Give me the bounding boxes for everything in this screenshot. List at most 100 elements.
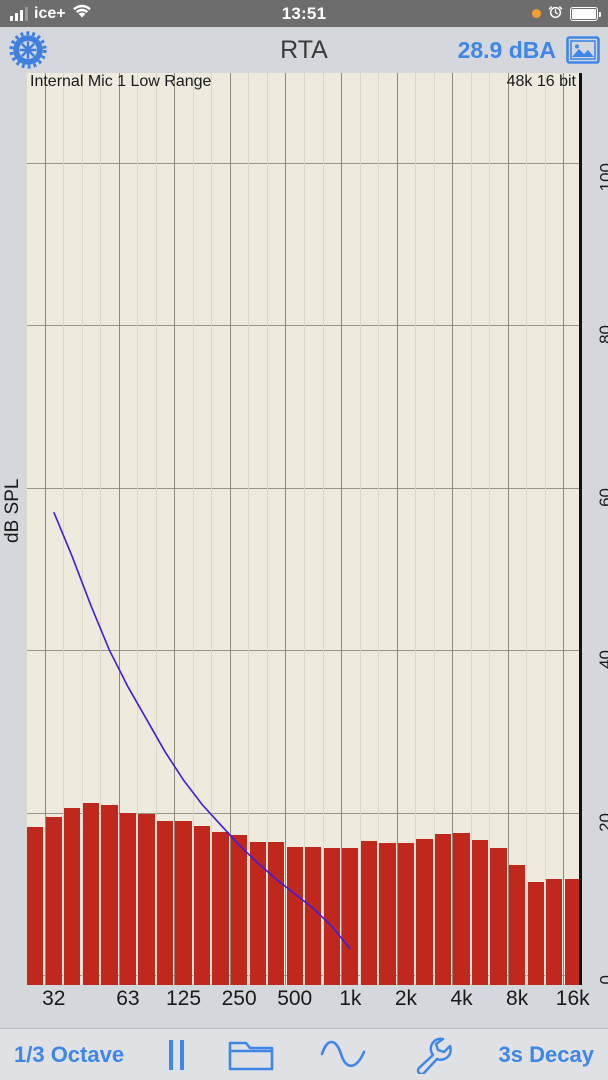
rta-chart[interactable]: Internal Mic 1 Low Range 48k 16 bit Hear… bbox=[26, 73, 582, 985]
gridline-vertical bbox=[26, 73, 27, 985]
wrench-icon[interactable] bbox=[412, 1036, 454, 1074]
gridline-vertical bbox=[266, 73, 268, 985]
wifi-icon bbox=[72, 4, 92, 24]
gridline-vertical bbox=[396, 73, 398, 985]
gridline-vertical bbox=[378, 73, 380, 985]
gridline-vertical bbox=[137, 73, 139, 985]
decay-mode-button[interactable]: 3s Decay bbox=[498, 1041, 594, 1067]
spectrum-bar bbox=[360, 841, 378, 985]
spectrum-bar bbox=[156, 820, 174, 985]
spectrum-bars bbox=[26, 73, 579, 985]
gridline-vertical bbox=[489, 73, 491, 985]
spectrum-bar bbox=[379, 843, 396, 985]
gridline-vertical bbox=[341, 73, 343, 985]
audio-format-label: 48k 16 bit bbox=[506, 73, 576, 90]
gridline-vertical bbox=[192, 73, 194, 985]
navigation-bar: RTA 28.9 dBA bbox=[0, 27, 608, 73]
folder-icon[interactable] bbox=[228, 1038, 274, 1072]
gridline-vertical bbox=[248, 73, 250, 985]
gridline-horizontal bbox=[26, 812, 579, 814]
spectrum-bar bbox=[64, 807, 81, 985]
spectrum-bar bbox=[527, 881, 544, 985]
gridline-vertical bbox=[415, 73, 417, 985]
x-axis-tick-label: 32 bbox=[42, 987, 66, 1010]
octave-mode-button[interactable]: 1/3 Octave bbox=[14, 1041, 125, 1067]
gridline-vertical bbox=[304, 73, 305, 985]
pause-icon[interactable] bbox=[168, 1039, 184, 1070]
gridline-vertical bbox=[229, 73, 231, 985]
spectrum-bar bbox=[268, 841, 285, 985]
gridline-vertical bbox=[544, 73, 546, 985]
cellular-bars-icon bbox=[10, 6, 28, 21]
y-axis-tick-label: 20 bbox=[596, 812, 608, 832]
gridline-vertical bbox=[100, 73, 102, 985]
spectrum-bar bbox=[212, 832, 229, 985]
rta-plot-area: dB SPL Internal Mic 1 Low Range 48k 16 b… bbox=[0, 73, 608, 985]
gridline-vertical bbox=[470, 73, 472, 985]
spectrum-bar bbox=[416, 838, 433, 985]
spectrum-bar bbox=[546, 879, 563, 985]
hearing-threshold-curve bbox=[53, 511, 351, 950]
x-axis-tick-label: 8k bbox=[506, 987, 529, 1010]
mic-source-label: Internal Mic 1 Low Range bbox=[30, 73, 212, 90]
gridline-vertical bbox=[322, 73, 324, 985]
spectrum-bar bbox=[508, 865, 526, 985]
x-axis-tick-label: 500 bbox=[277, 987, 313, 1010]
y-axis-tick-label: 100 bbox=[596, 163, 608, 192]
recording-indicator-icon bbox=[532, 9, 541, 18]
clock-label: 13:51 bbox=[281, 3, 327, 23]
spectrum-bar bbox=[45, 817, 62, 985]
alarm-clock-icon bbox=[548, 4, 563, 24]
gridline-vertical bbox=[155, 73, 157, 985]
y-axis-tick-label: 60 bbox=[596, 487, 608, 507]
gear-icon[interactable] bbox=[6, 29, 50, 71]
y-axis-title: dB SPL bbox=[2, 478, 23, 543]
x-axis-tick-label: 1k bbox=[339, 987, 362, 1010]
spectrum-bar bbox=[305, 846, 322, 985]
gridline-vertical bbox=[44, 73, 46, 985]
ios-status-bar: ice+ 13:51 bbox=[0, 0, 608, 27]
spectrum-bar bbox=[249, 841, 266, 985]
spectrum-bar bbox=[434, 833, 452, 985]
spectrum-bar bbox=[564, 879, 579, 985]
spectrum-bar bbox=[27, 827, 44, 985]
battery-icon bbox=[570, 6, 601, 21]
spectrum-bar bbox=[342, 847, 359, 985]
gridline-vertical bbox=[63, 73, 65, 985]
gridline-horizontal bbox=[26, 487, 579, 489]
x-axis-tick-label: 63 bbox=[116, 987, 140, 1010]
gridline-vertical bbox=[118, 73, 120, 985]
x-axis-tick-label: 2k bbox=[394, 987, 418, 1010]
level-readout: 28.9 dBA bbox=[457, 36, 556, 63]
bottom-toolbar: 1/3 Octave 3s Decay bbox=[0, 1028, 608, 1080]
spectrum-bar bbox=[193, 826, 211, 985]
photo-image-icon[interactable] bbox=[566, 36, 600, 64]
gridline-vertical bbox=[563, 73, 565, 985]
spectrum-bar bbox=[323, 847, 340, 985]
y-axis-tick-label: 40 bbox=[596, 650, 608, 670]
x-axis-ticks: 32 63 125 250 500 1k 2k 4k 8k 16k bbox=[0, 985, 608, 1023]
gridline-vertical bbox=[507, 73, 509, 985]
gridline-horizontal bbox=[26, 650, 579, 652]
gridline-horizontal bbox=[26, 163, 579, 164]
gridline-horizontal bbox=[26, 325, 579, 327]
x-axis-tick-label: 250 bbox=[221, 987, 257, 1010]
gridline-vertical bbox=[81, 73, 83, 985]
spectrum-bar bbox=[82, 802, 100, 985]
x-axis-tick-label: 16k bbox=[555, 987, 590, 1010]
spectrum-bar bbox=[490, 848, 507, 985]
spectrum-bar bbox=[286, 846, 303, 985]
sine-wave-icon[interactable] bbox=[319, 1040, 367, 1070]
spectrum-bar bbox=[175, 820, 192, 985]
spectrum-bar bbox=[230, 835, 248, 985]
x-axis-tick-label: 125 bbox=[166, 987, 202, 1010]
gridline-vertical bbox=[359, 73, 361, 985]
spectrum-bar bbox=[138, 814, 155, 985]
gridline-vertical bbox=[285, 73, 287, 985]
spectrum-bar bbox=[453, 832, 470, 985]
gridline-vertical bbox=[174, 73, 176, 985]
gridline-vertical bbox=[433, 73, 435, 985]
spectrum-bar bbox=[101, 805, 118, 985]
y-axis-tick-label: 80 bbox=[596, 325, 608, 345]
gridline-vertical bbox=[452, 73, 454, 985]
